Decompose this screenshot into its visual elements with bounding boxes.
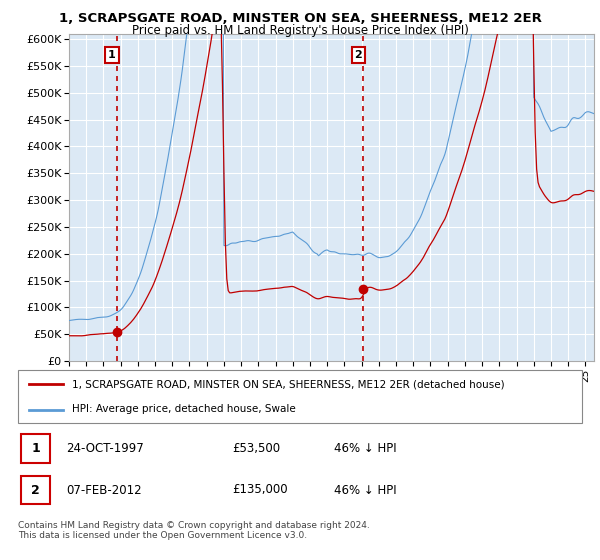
Text: 07-FEB-2012: 07-FEB-2012 <box>66 483 142 497</box>
FancyBboxPatch shape <box>21 435 50 463</box>
Text: Contains HM Land Registry data © Crown copyright and database right 2024.
This d: Contains HM Land Registry data © Crown c… <box>18 521 370 540</box>
Text: 24-OCT-1997: 24-OCT-1997 <box>66 442 143 455</box>
Text: HPI: Average price, detached house, Swale: HPI: Average price, detached house, Swal… <box>71 404 295 414</box>
Text: 1, SCRAPSGATE ROAD, MINSTER ON SEA, SHEERNESS, ME12 2ER: 1, SCRAPSGATE ROAD, MINSTER ON SEA, SHEE… <box>59 12 541 25</box>
FancyBboxPatch shape <box>18 370 582 423</box>
Text: 1, SCRAPSGATE ROAD, MINSTER ON SEA, SHEERNESS, ME12 2ER (detached house): 1, SCRAPSGATE ROAD, MINSTER ON SEA, SHEE… <box>71 380 504 390</box>
Text: £53,500: £53,500 <box>232 442 280 455</box>
Text: Price paid vs. HM Land Registry's House Price Index (HPI): Price paid vs. HM Land Registry's House … <box>131 24 469 36</box>
FancyBboxPatch shape <box>21 476 50 504</box>
Text: 2: 2 <box>31 483 40 497</box>
Text: 46% ↓ HPI: 46% ↓ HPI <box>334 483 397 497</box>
Text: 46% ↓ HPI: 46% ↓ HPI <box>334 442 397 455</box>
Text: 1: 1 <box>31 442 40 455</box>
Text: £135,000: £135,000 <box>232 483 288 497</box>
Text: 1: 1 <box>108 50 116 60</box>
Text: 2: 2 <box>355 50 362 60</box>
